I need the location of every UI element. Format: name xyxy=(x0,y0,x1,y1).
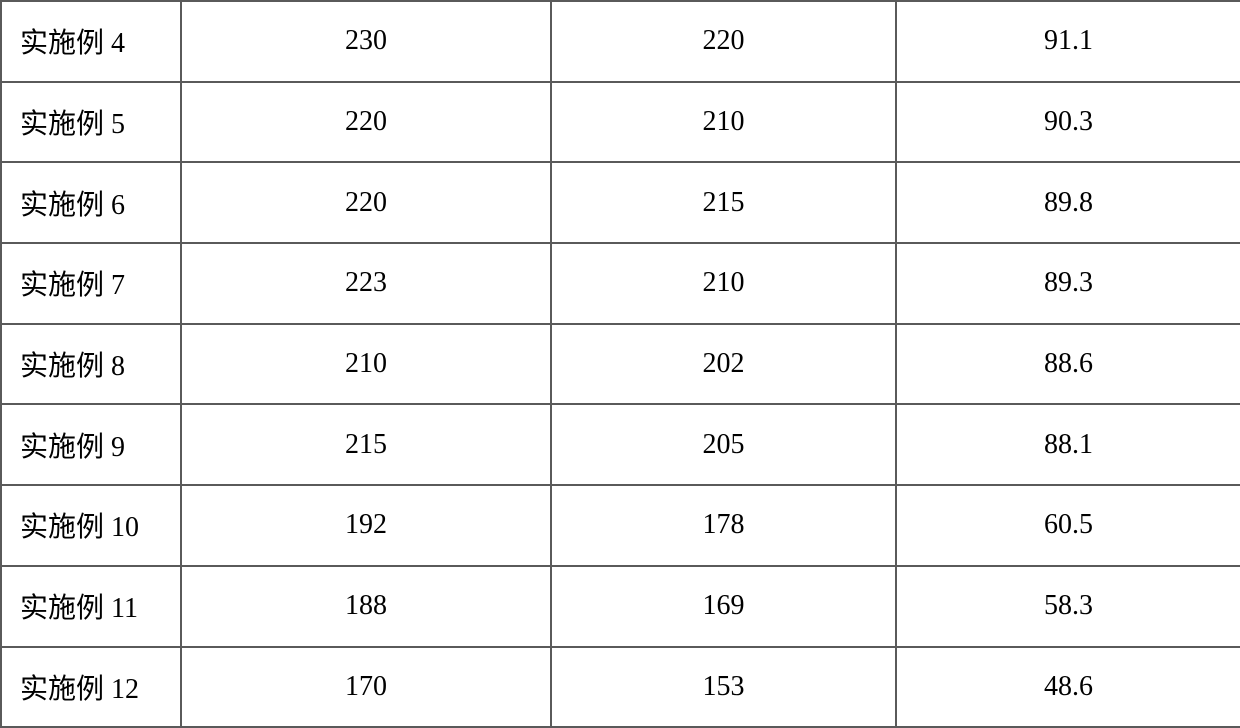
cell-value-3: 48.6 xyxy=(896,647,1240,728)
table-row: 实施例 8 210 202 88.6 xyxy=(1,324,1240,405)
cell-value-3: 91.1 xyxy=(896,1,1240,82)
cell-value-3: 88.6 xyxy=(896,324,1240,405)
cell-value-3: 88.1 xyxy=(896,404,1240,485)
cell-value-3: 90.3 xyxy=(896,82,1240,163)
table-row: 实施例 6 220 215 89.8 xyxy=(1,162,1240,243)
cell-value-1: 220 xyxy=(181,162,551,243)
cell-value-2: 205 xyxy=(551,404,896,485)
cell-value-3: 89.8 xyxy=(896,162,1240,243)
row-label: 实施例 10 xyxy=(1,485,181,566)
cell-value-1: 192 xyxy=(181,485,551,566)
table-row: 实施例 4 230 220 91.1 xyxy=(1,1,1240,82)
data-table: 实施例 4 230 220 91.1 实施例 5 220 210 90.3 实施… xyxy=(0,0,1240,728)
cell-value-2: 210 xyxy=(551,243,896,324)
cell-value-3: 89.3 xyxy=(896,243,1240,324)
cell-value-2: 169 xyxy=(551,566,896,647)
cell-value-1: 220 xyxy=(181,82,551,163)
data-table-container: 实施例 4 230 220 91.1 实施例 5 220 210 90.3 实施… xyxy=(0,0,1240,727)
table-row: 实施例 9 215 205 88.1 xyxy=(1,404,1240,485)
cell-value-2: 153 xyxy=(551,647,896,728)
row-label: 实施例 9 xyxy=(1,404,181,485)
row-label: 实施例 5 xyxy=(1,82,181,163)
row-label: 实施例 7 xyxy=(1,243,181,324)
cell-value-2: 202 xyxy=(551,324,896,405)
cell-value-1: 223 xyxy=(181,243,551,324)
row-label: 实施例 8 xyxy=(1,324,181,405)
row-label: 实施例 12 xyxy=(1,647,181,728)
table-body: 实施例 4 230 220 91.1 实施例 5 220 210 90.3 实施… xyxy=(1,1,1240,727)
cell-value-2: 210 xyxy=(551,82,896,163)
cell-value-3: 58.3 xyxy=(896,566,1240,647)
table-row: 实施例 12 170 153 48.6 xyxy=(1,647,1240,728)
cell-value-3: 60.5 xyxy=(896,485,1240,566)
table-row: 实施例 10 192 178 60.5 xyxy=(1,485,1240,566)
cell-value-2: 220 xyxy=(551,1,896,82)
cell-value-2: 178 xyxy=(551,485,896,566)
cell-value-1: 230 xyxy=(181,1,551,82)
table-row: 实施例 11 188 169 58.3 xyxy=(1,566,1240,647)
row-label: 实施例 4 xyxy=(1,1,181,82)
cell-value-2: 215 xyxy=(551,162,896,243)
row-label: 实施例 11 xyxy=(1,566,181,647)
cell-value-1: 215 xyxy=(181,404,551,485)
table-row: 实施例 7 223 210 89.3 xyxy=(1,243,1240,324)
cell-value-1: 188 xyxy=(181,566,551,647)
row-label: 实施例 6 xyxy=(1,162,181,243)
cell-value-1: 210 xyxy=(181,324,551,405)
cell-value-1: 170 xyxy=(181,647,551,728)
table-row: 实施例 5 220 210 90.3 xyxy=(1,82,1240,163)
